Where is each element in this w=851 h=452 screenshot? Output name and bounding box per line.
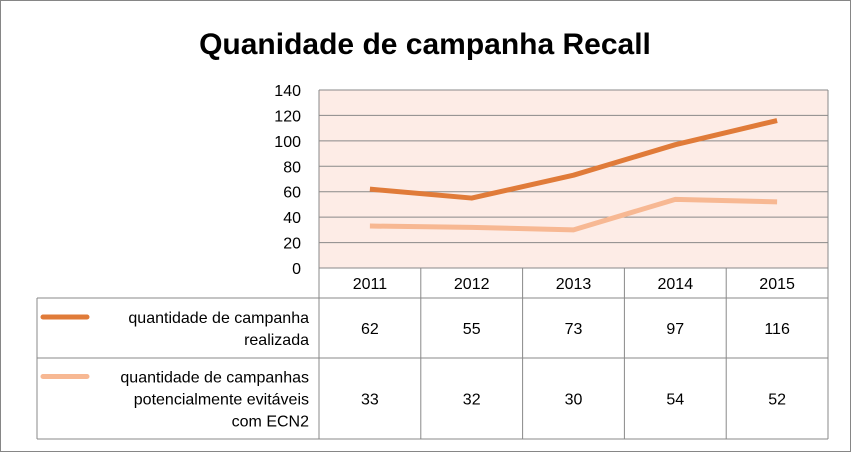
y-tick-label: 80 [283, 159, 301, 176]
legend-label: potencialmente evitáveis [134, 392, 309, 409]
y-tick-label: 120 [274, 108, 301, 125]
y-tick-label: 100 [274, 134, 301, 151]
table-cell-value: 52 [768, 392, 786, 409]
y-tick-label: 20 [283, 236, 301, 253]
legend-label: quantidade de campanhas [120, 370, 309, 387]
series-lines [369, 118, 778, 233]
table-cell-value: 33 [361, 392, 379, 409]
legend-label: realizada [244, 332, 309, 349]
x-tick-label: 2012 [454, 276, 490, 293]
table-cell-value: 55 [463, 321, 481, 338]
x-tick-label: 2015 [759, 276, 795, 293]
table-cell-value: 97 [666, 321, 684, 338]
y-tick-label: 60 [283, 185, 301, 202]
legend-label: quantidade de campanha [128, 310, 309, 327]
y-axis: 0 20 40 60 80 100 120 140 [274, 83, 301, 278]
x-tick-label: 2014 [658, 276, 694, 293]
x-tick-label: 2011 [353, 276, 388, 293]
table-cell-value: 62 [361, 321, 379, 338]
plot-area [319, 90, 828, 268]
y-tick-label: 40 [283, 210, 301, 227]
legend-label: com ECN2 [232, 414, 309, 431]
table-cell-value: 116 [764, 321, 790, 338]
table-cell-value: 54 [666, 392, 684, 409]
table-cell-value: 73 [565, 321, 583, 338]
table-cell-value: 32 [463, 392, 481, 409]
chart-title: Quanidade de campanha Recall [199, 28, 651, 61]
y-tick-label: 140 [274, 83, 301, 100]
y-tick-label: 0 [292, 261, 301, 278]
table-cell-value: 30 [565, 392, 583, 409]
series-line [369, 118, 778, 201]
x-tick-label: 2013 [556, 276, 592, 293]
series-line [369, 196, 778, 233]
data-table: 2011 2012 2013 2014 2015 quantidade de campan… [36, 268, 829, 440]
